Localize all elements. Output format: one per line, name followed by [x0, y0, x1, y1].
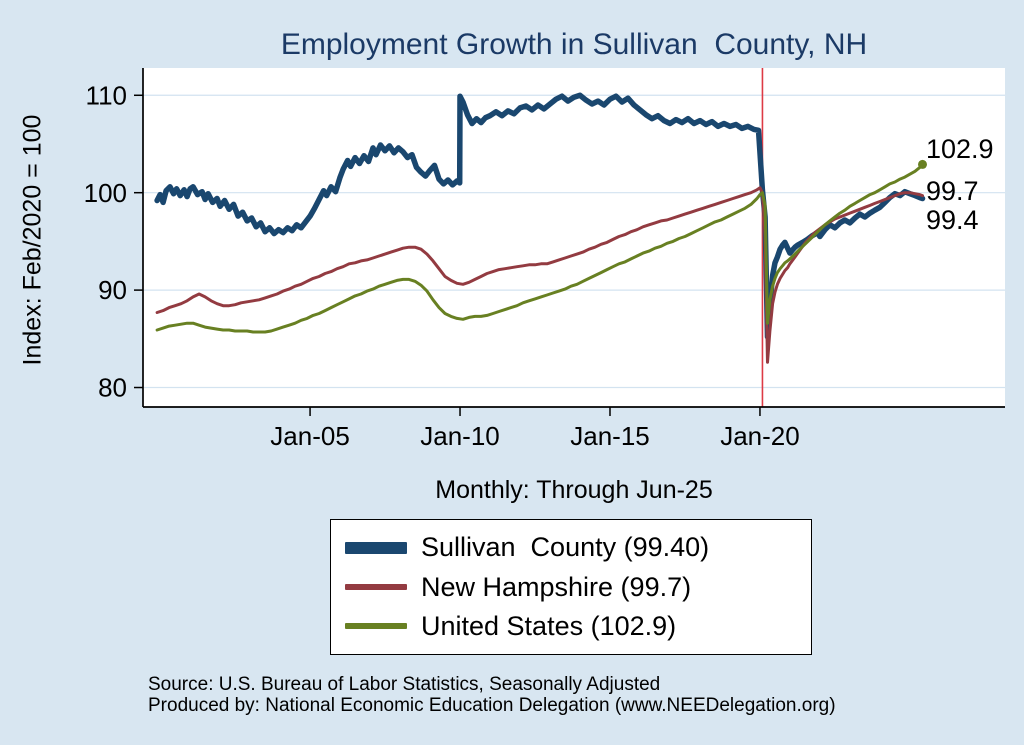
source-line-2: Produced by: National Economic Education…: [148, 695, 836, 716]
legend-item-sullivan-county: Sullivan County (99.40): [331, 532, 811, 563]
legend-label: Sullivan County (99.40): [421, 532, 710, 563]
y-tick-label: 80: [98, 373, 127, 403]
y-axis-title: Index: Feb/2020 = 100: [18, 114, 47, 366]
end-label-united-states: 102.9: [926, 134, 994, 164]
y-tick-label: 90: [98, 275, 127, 305]
source-line-1: Source: U.S. Bureau of Labor Statistics,…: [148, 674, 661, 695]
x-tick-label: Jan-15: [570, 421, 650, 451]
series-line-sullivan-county: [154, 92, 926, 340]
x-tick-label: Jan-10: [420, 421, 500, 451]
legend-item-new-hampshire: New Hampshire (99.7): [331, 572, 811, 603]
chart-title: Employment Growth in Sullivan County, NH: [280, 28, 868, 61]
legend-item-united-states: United States (102.9): [331, 611, 811, 642]
x-tick-label: Jan-05: [270, 421, 350, 451]
end-label-sullivan-county: 99.4: [926, 205, 979, 235]
x-axis-note: Monthly: Through Jun-25: [435, 476, 713, 504]
end-label-new-hampshire: 99.7: [926, 176, 979, 206]
legend-swatch-sullivan-county: [345, 541, 407, 554]
plot-area: [143, 68, 1005, 407]
y-tick-label: 100: [84, 178, 127, 208]
legend-swatch-new-hampshire: [345, 584, 407, 590]
legend-swatch-united-states: [345, 623, 407, 630]
legend-label: New Hampshire (99.7): [421, 571, 692, 602]
x-tick-label: Jan-20: [720, 421, 800, 451]
series-end-marker-united-states: [918, 159, 927, 169]
series-line-united-states: [155, 162, 924, 334]
legend-label: United States (102.9): [421, 610, 677, 641]
y-tick-label: 110: [86, 80, 127, 110]
legend: Sullivan County (99.40) New Hampshire (9…: [330, 519, 812, 655]
